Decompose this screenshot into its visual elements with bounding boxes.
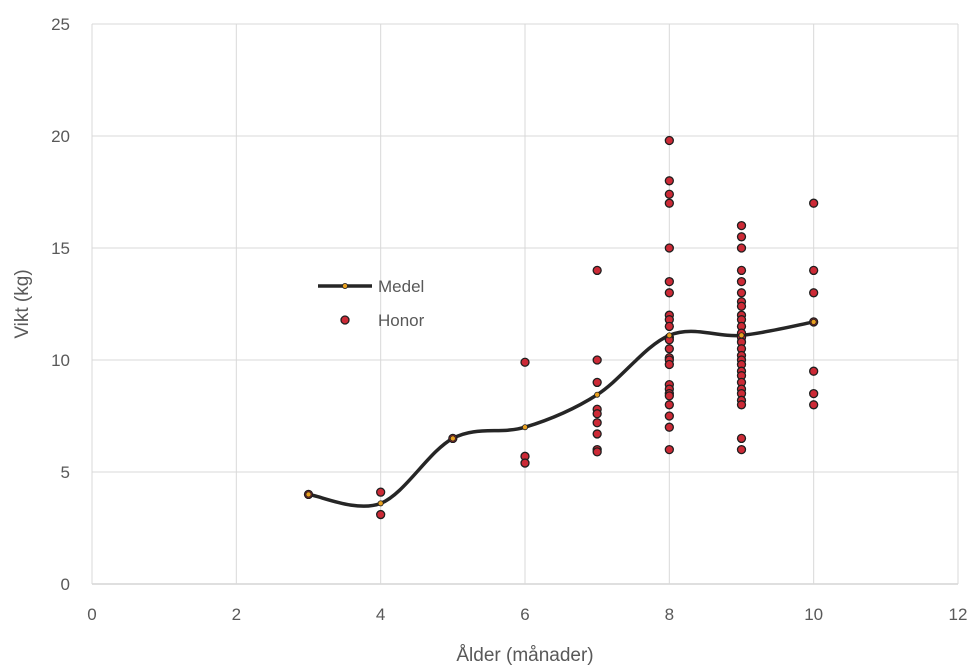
honor-point bbox=[592, 265, 602, 276]
honor-point bbox=[736, 301, 747, 311]
medel-point bbox=[738, 332, 745, 339]
legend-medel-label: Medel bbox=[378, 277, 424, 296]
honor-point bbox=[664, 400, 674, 410]
honor-point bbox=[809, 400, 819, 410]
honor-point bbox=[664, 411, 674, 421]
honor-point bbox=[664, 176, 674, 186]
honor-point bbox=[809, 388, 819, 399]
y-tick-label: 10 bbox=[51, 351, 70, 370]
honor-point bbox=[736, 400, 747, 410]
y-axis-title: Vikt (kg) bbox=[12, 269, 33, 338]
honor-point bbox=[664, 444, 674, 455]
honor-point bbox=[664, 321, 674, 332]
honor-point bbox=[664, 135, 674, 146]
medel-series bbox=[308, 320, 814, 508]
honor-point bbox=[809, 366, 819, 376]
honor-series bbox=[303, 135, 819, 520]
honor-point bbox=[736, 220, 747, 231]
medel-line bbox=[308, 320, 814, 508]
y-tick-label: 5 bbox=[61, 463, 70, 482]
tick-labels: 0 5 10 15 20 25 0 2 4 6 8 10 12 bbox=[51, 15, 967, 624]
legend-medel-marker bbox=[341, 282, 348, 289]
gridlines bbox=[91, 23, 959, 585]
honor-point bbox=[809, 265, 819, 276]
honor-point bbox=[376, 487, 386, 497]
honor-point bbox=[376, 509, 386, 520]
honor-point bbox=[520, 458, 530, 468]
y-tick-label: 25 bbox=[51, 15, 70, 34]
legend: Medel Honor bbox=[318, 277, 425, 330]
y-tick-label: 15 bbox=[51, 239, 70, 258]
honor-point bbox=[809, 288, 819, 298]
medel-point bbox=[305, 491, 312, 498]
medel-point bbox=[377, 500, 384, 507]
x-tick-label: 6 bbox=[520, 605, 529, 624]
y-tick-label: 20 bbox=[51, 127, 70, 146]
honor-point bbox=[592, 429, 602, 439]
honor-point bbox=[664, 359, 674, 370]
honor-point bbox=[664, 391, 674, 401]
honor-point bbox=[592, 409, 602, 419]
honor-point bbox=[592, 377, 602, 388]
honor-point bbox=[736, 433, 747, 444]
honor-point bbox=[664, 189, 674, 199]
x-tick-label: 0 bbox=[87, 605, 96, 624]
medel-point bbox=[522, 424, 529, 431]
legend-honor-label: Honor bbox=[378, 311, 425, 330]
medel-point bbox=[594, 391, 601, 398]
honor-point bbox=[664, 276, 674, 287]
honor-point bbox=[664, 243, 674, 253]
honor-point bbox=[736, 232, 747, 242]
honor-point bbox=[736, 288, 747, 298]
x-tick-label: 10 bbox=[804, 605, 823, 624]
medel-point bbox=[666, 332, 673, 339]
honor-point bbox=[664, 288, 674, 298]
honor-point bbox=[736, 276, 747, 287]
honor-point bbox=[664, 198, 674, 208]
honor-point bbox=[592, 418, 602, 428]
honor-point bbox=[809, 198, 819, 208]
x-axis-title: Ålder (månader) bbox=[456, 645, 593, 666]
medel-point bbox=[449, 435, 456, 442]
honor-point bbox=[664, 422, 674, 432]
honor-point bbox=[664, 344, 674, 354]
x-tick-label: 4 bbox=[376, 605, 385, 624]
honor-point bbox=[736, 243, 747, 253]
x-tick-label: 2 bbox=[232, 605, 241, 624]
x-tick-label: 8 bbox=[665, 605, 674, 624]
y-tick-label: 0 bbox=[61, 575, 70, 594]
x-tick-label: 12 bbox=[949, 605, 968, 624]
honor-point bbox=[736, 265, 747, 276]
medel-point bbox=[810, 318, 817, 325]
honor-point bbox=[736, 444, 747, 455]
honor-point bbox=[592, 447, 602, 457]
honor-point bbox=[592, 355, 602, 365]
honor-point bbox=[520, 357, 530, 367]
legend-honor-marker bbox=[340, 315, 350, 325]
